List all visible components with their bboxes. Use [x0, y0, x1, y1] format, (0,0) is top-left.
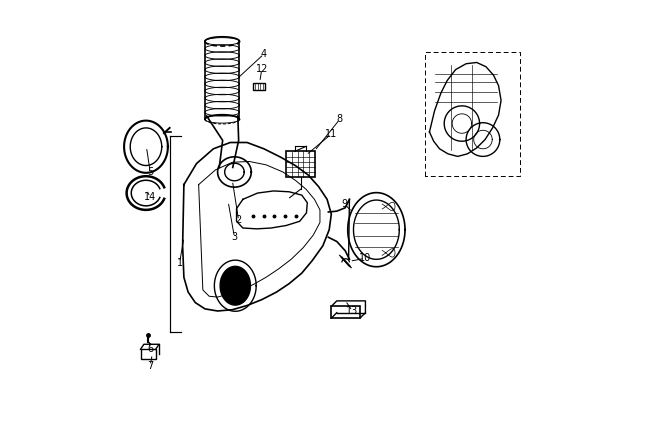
Text: 7: 7	[147, 361, 153, 371]
Bar	[140, 349, 155, 359]
Text: 5: 5	[147, 167, 153, 177]
Text: 6: 6	[147, 344, 153, 354]
Polygon shape	[220, 266, 250, 305]
Text: 9: 9	[341, 198, 347, 209]
Text: 14: 14	[144, 192, 156, 202]
Text: 8: 8	[337, 114, 343, 124]
Text: 3: 3	[231, 232, 237, 242]
Text: 2: 2	[235, 215, 242, 226]
Text: 1: 1	[177, 257, 183, 268]
Text: 12: 12	[255, 64, 268, 74]
Text: 11: 11	[325, 129, 337, 139]
Text: 4: 4	[261, 49, 267, 59]
Text: 13: 13	[346, 306, 359, 316]
Bar	[286, 151, 315, 178]
Bar	[253, 83, 265, 90]
Text: 10: 10	[359, 253, 371, 263]
Bar	[332, 307, 360, 318]
